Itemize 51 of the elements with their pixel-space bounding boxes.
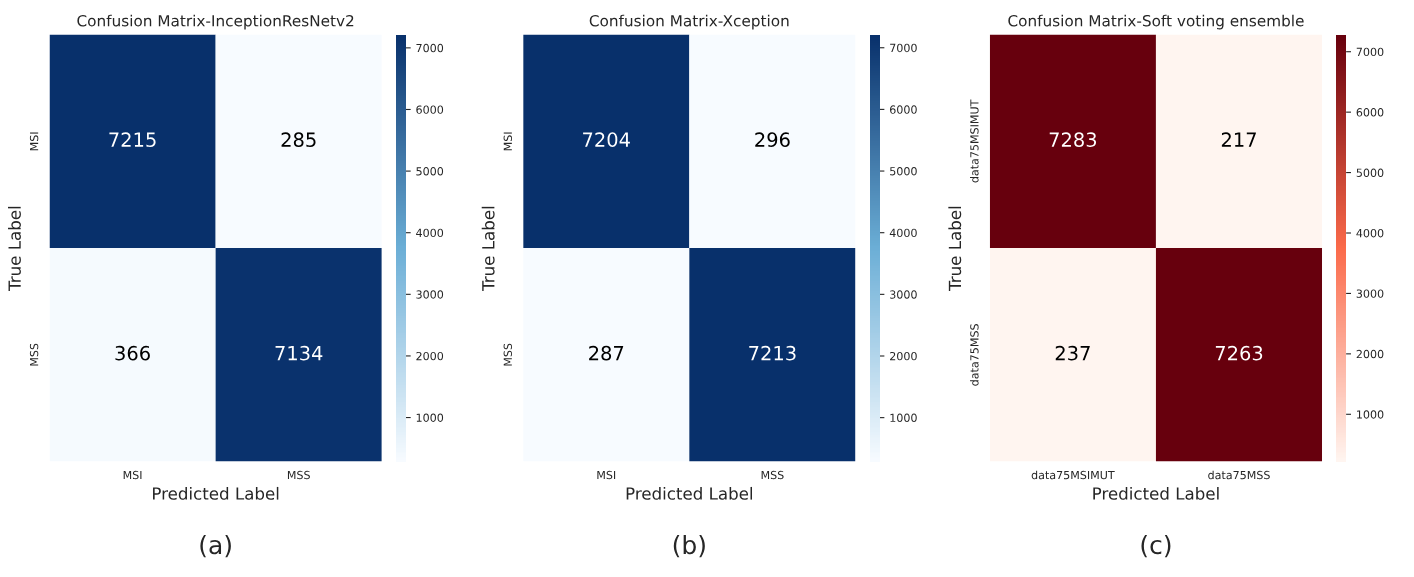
data-label: 7134 [275,345,323,361]
color-bar-label: 2000 [1356,349,1384,359]
text: (b) [673,534,705,558]
data-label: 7215 [109,132,156,148]
color-bar-label: 6000 [1356,108,1384,117]
text: (c) [1141,534,1171,558]
color-bar-label: 3000 [1356,289,1384,298]
color-bar-label: 7000 [890,43,917,53]
data-label: 285 [281,132,316,148]
data-label: 7204 [583,132,630,148]
data-label: 7263 [1215,345,1263,361]
color-bar-label: 6000 [416,105,444,114]
color-bar-label: 7000 [416,43,444,53]
color-bar-label: 3000 [890,290,917,299]
color-bar-label: 3000 [416,290,444,299]
data-label: 296 [755,132,790,148]
x-tick-label: data75MSS [1208,470,1270,480]
color-bar-label: 1000 [1357,410,1384,419]
color-bar-label: 2000 [416,351,444,361]
data-label: 366 [115,345,150,361]
x-tick-label: MSS [287,470,310,480]
x-tick-label: MSI [597,470,616,480]
color-bar-label: 5000 [416,167,444,176]
x-tick-label: data75MSIMUT [1031,470,1115,480]
color-bar-label: 6000 [890,105,917,114]
chart-title: Confusion Matrix-Soft voting ensemble [1008,14,1304,30]
chart-title: Confusion Matrix-InceptionResNetv2 [77,14,354,30]
color-bar-label: 2000 [890,351,917,361]
color-bar-label: 5000 [890,167,917,176]
data-label: 287 [589,345,624,361]
data-label: 7283 [1049,132,1097,148]
color-bar-label: 4000 [416,228,444,238]
color-bar-label: 7000 [1356,47,1384,57]
data-label: 217 [1221,132,1256,147]
color-bar-label: 5000 [1356,168,1384,177]
color-bar-label: 1000 [890,413,917,423]
y-axis-title: True Label [481,206,495,291]
data-label: 7213 [749,345,796,361]
color-bar-label: 1000 [416,413,444,422]
data-label: 237 [1055,345,1090,361]
y-axis-title: True Label [8,206,21,291]
text: (a) [200,534,231,558]
color-bar-label: 4000 [889,228,917,238]
x-tick-label: MSS [761,470,784,480]
x-axis-title: Predicted Label [626,486,753,500]
color-bar-label: 4000 [1356,228,1384,238]
x-tick-label: MSI [123,470,142,480]
y-axis-title: True Label [948,206,962,291]
chart-title: Confusion Matrix-Xception [589,14,789,30]
x-axis-title: Predicted Label [1093,486,1219,500]
x-axis-title: Predicted Label [153,486,279,500]
